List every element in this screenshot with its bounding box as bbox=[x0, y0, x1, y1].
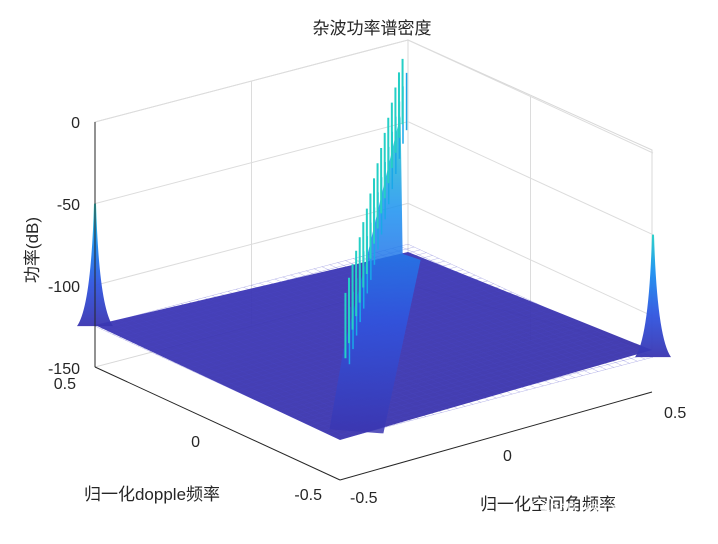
z-tick-label: -100 bbox=[48, 279, 80, 296]
x-ticks: 0.5 0 -0.5 bbox=[54, 376, 322, 504]
mesh-line bbox=[384, 250, 630, 364]
mesh-line bbox=[314, 268, 560, 382]
grid-line bbox=[94, 202, 654, 317]
mesh-line bbox=[298, 272, 544, 387]
mesh-line bbox=[168, 277, 482, 361]
mesh-line bbox=[186, 286, 500, 369]
z-tick-label: -50 bbox=[57, 197, 80, 214]
y-axis-line bbox=[339, 391, 653, 481]
clutter-ridge bbox=[329, 58, 421, 434]
watermark-text: 知乎 @DearArturia bbox=[540, 501, 700, 523]
z-axis-label: 功率(dB) bbox=[23, 217, 42, 283]
mesh-line bbox=[156, 272, 470, 355]
y-tick-label: 0 bbox=[503, 448, 512, 465]
mesh-line bbox=[174, 280, 488, 364]
grid-line bbox=[94, 39, 654, 154]
z-tick-label: -150 bbox=[48, 361, 80, 378]
mesh-line bbox=[306, 270, 552, 384]
y-axis-label: 归一化空间角频率 bbox=[480, 495, 616, 514]
chart-title: 杂波功率谱密度 bbox=[313, 19, 432, 39]
grid-line bbox=[94, 121, 654, 236]
ridge-body bbox=[329, 116, 421, 434]
mesh-line bbox=[400, 246, 646, 360]
z-tick-label: 0 bbox=[71, 115, 80, 132]
x-tick-label: -0.5 bbox=[294, 487, 322, 504]
x-axis-line bbox=[94, 366, 341, 481]
mesh-line bbox=[180, 283, 494, 366]
y-tick-label: -0.5 bbox=[350, 490, 378, 507]
mesh-line bbox=[392, 248, 638, 362]
x-axis-label: 归一化dopple频率 bbox=[84, 485, 220, 504]
y-tick-label: 0.5 bbox=[664, 405, 686, 422]
mesh-line bbox=[290, 274, 536, 389]
front-axes bbox=[94, 122, 653, 481]
mesh-line bbox=[162, 275, 476, 358]
mesh-line bbox=[101, 246, 415, 330]
mesh-line bbox=[407, 243, 654, 358]
x-tick-label: 0.5 bbox=[54, 376, 76, 393]
z-ticks: 0 -50 -100 -150 bbox=[48, 115, 80, 378]
y-ticks: -0.5 0 0.5 bbox=[350, 405, 686, 507]
corner-peak bbox=[635, 234, 671, 358]
mesh-line bbox=[282, 276, 528, 391]
floor-mesh bbox=[94, 243, 654, 440]
x-tick-label: 0 bbox=[191, 434, 200, 451]
